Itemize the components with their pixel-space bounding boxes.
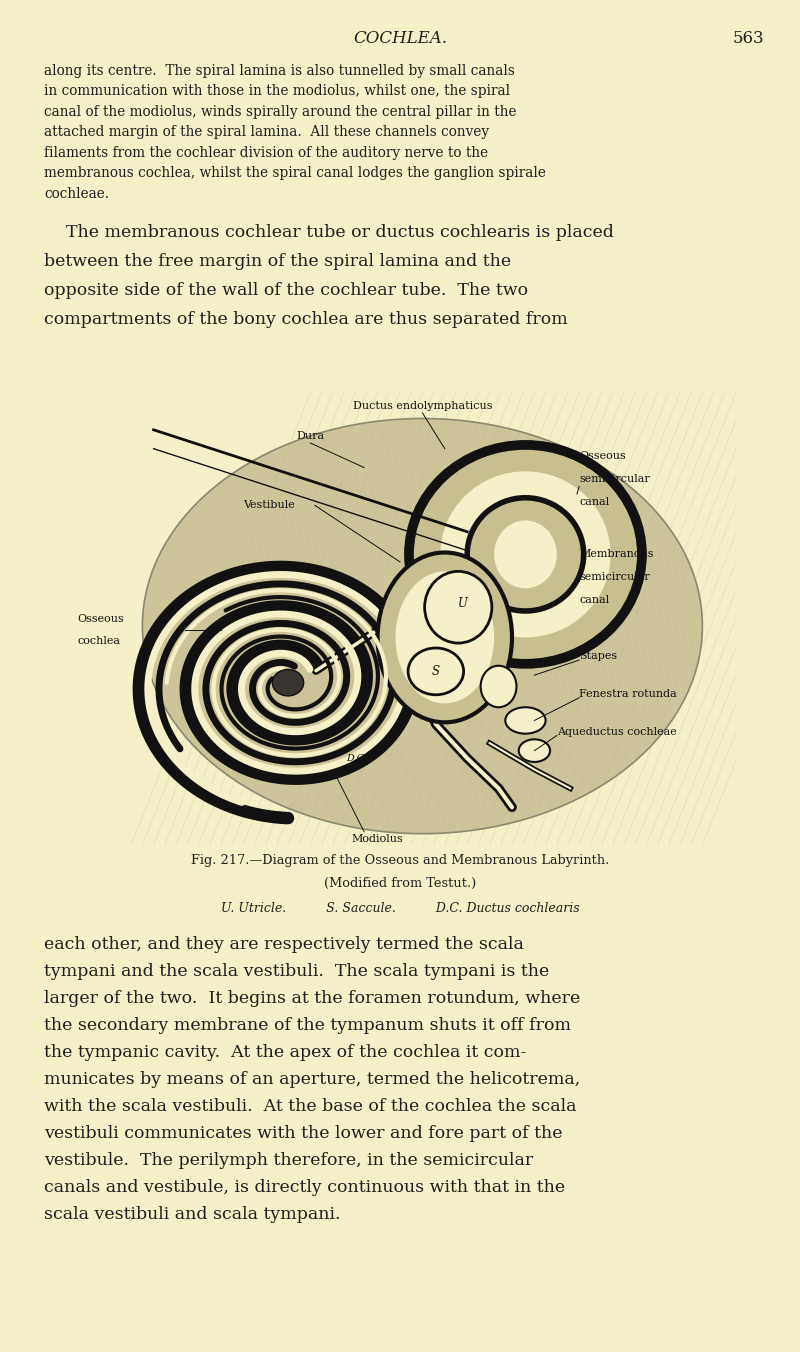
- Text: Membranous: Membranous: [579, 549, 654, 560]
- Ellipse shape: [425, 572, 492, 644]
- Text: COCHLEA.: COCHLEA.: [353, 30, 447, 47]
- Ellipse shape: [395, 572, 494, 703]
- Text: canal: canal: [579, 595, 610, 604]
- Ellipse shape: [494, 521, 557, 588]
- Text: each other, and they are respectively termed the scala: each other, and they are respectively te…: [44, 936, 524, 953]
- Text: canal of the modiolus, winds spirally around the central pillar in the: canal of the modiolus, winds spirally ar…: [44, 104, 517, 119]
- Text: U. Utricle.          S. Saccule.          D.C. Ductus cochlearis: U. Utricle. S. Saccule. D.C. Ductus coch…: [221, 902, 579, 915]
- Ellipse shape: [409, 445, 642, 664]
- Text: the tympanic cavity.  At the apex of the cochlea it com-: the tympanic cavity. At the apex of the …: [44, 1044, 526, 1061]
- Text: with the scala vestibuli.  At the base of the cochlea the scala: with the scala vestibuli. At the base of…: [44, 1098, 577, 1115]
- Text: municates by means of an aperture, termed the helicotrema,: municates by means of an aperture, terme…: [44, 1071, 580, 1088]
- Text: opposite side of the wall of the cochlear tube.  The two: opposite side of the wall of the cochlea…: [44, 281, 528, 299]
- Text: cochlea: cochlea: [78, 637, 121, 646]
- Text: Stapes: Stapes: [579, 652, 618, 661]
- Text: membranous cochlea, whilst the spiral canal lodges the ganglion spirale: membranous cochlea, whilst the spiral ca…: [44, 166, 546, 180]
- Text: tympani and the scala vestibuli.  The scala tympani is the: tympani and the scala vestibuli. The sca…: [44, 963, 550, 980]
- Text: D.C.: D.C.: [346, 753, 367, 763]
- Text: Osseous: Osseous: [579, 452, 626, 461]
- Text: Modiolus: Modiolus: [352, 834, 403, 844]
- Text: along its centre.  The spiral lamina is also tunnelled by small canals: along its centre. The spiral lamina is a…: [44, 64, 515, 77]
- Text: semicircular: semicircular: [579, 475, 650, 484]
- Text: Fenestra rotunda: Fenestra rotunda: [579, 690, 677, 699]
- Text: vestibuli communicates with the lower and fore part of the: vestibuli communicates with the lower an…: [44, 1125, 562, 1142]
- Text: Dura: Dura: [296, 431, 325, 441]
- Ellipse shape: [440, 472, 610, 637]
- Ellipse shape: [518, 740, 550, 763]
- Text: Aqueductus cochleae: Aqueductus cochleae: [557, 727, 677, 737]
- Text: Vestibule: Vestibule: [243, 500, 295, 510]
- Circle shape: [272, 669, 304, 696]
- Text: cochleae.: cochleae.: [44, 187, 109, 201]
- Text: 563: 563: [732, 30, 764, 47]
- Text: attached margin of the spiral lamina.  All these channels convey: attached margin of the spiral lamina. Al…: [44, 126, 489, 139]
- Text: S: S: [432, 665, 440, 677]
- Text: the secondary membrane of the tympanum shuts it off from: the secondary membrane of the tympanum s…: [44, 1017, 571, 1034]
- Text: (Modified from Testut.): (Modified from Testut.): [324, 877, 476, 891]
- Text: canal: canal: [579, 496, 610, 507]
- Text: Fig. 217.—Diagram of the Osseous and Membranous Labyrinth.: Fig. 217.—Diagram of the Osseous and Mem…: [191, 854, 609, 868]
- Circle shape: [408, 648, 464, 695]
- Text: The membranous cochlear tube or ductus cochlearis is placed: The membranous cochlear tube or ductus c…: [44, 223, 614, 241]
- Text: compartments of the bony cochlea are thus separated from: compartments of the bony cochlea are thu…: [44, 311, 568, 327]
- Text: filaments from the cochlear division of the auditory nerve to the: filaments from the cochlear division of …: [44, 146, 488, 160]
- Text: semicircular: semicircular: [579, 572, 650, 581]
- Text: in communication with those in the modiolus, whilst one, the spiral: in communication with those in the modio…: [44, 84, 510, 99]
- Text: between the free margin of the spiral lamina and the: between the free margin of the spiral la…: [44, 253, 511, 269]
- Ellipse shape: [467, 498, 584, 611]
- Text: U: U: [458, 598, 468, 610]
- Ellipse shape: [481, 665, 517, 707]
- Text: Ductus endolymphaticus: Ductus endolymphaticus: [353, 402, 492, 411]
- Ellipse shape: [378, 553, 512, 722]
- Ellipse shape: [142, 419, 702, 834]
- Text: canals and vestibule, is directly continuous with that in the: canals and vestibule, is directly contin…: [44, 1179, 565, 1197]
- Text: vestibule.  The perilymph therefore, in the semicircular: vestibule. The perilymph therefore, in t…: [44, 1152, 534, 1169]
- Ellipse shape: [506, 707, 546, 734]
- Text: scala vestibuli and scala tympani.: scala vestibuli and scala tympani.: [44, 1206, 341, 1224]
- Text: Osseous: Osseous: [78, 614, 124, 623]
- Text: larger of the two.  It begins at the foramen rotundum, where: larger of the two. It begins at the fora…: [44, 990, 580, 1007]
